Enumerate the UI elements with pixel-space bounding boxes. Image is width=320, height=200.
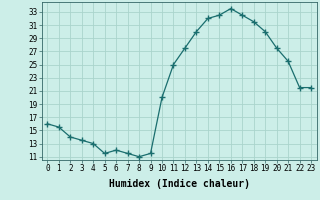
X-axis label: Humidex (Indice chaleur): Humidex (Indice chaleur) [109, 179, 250, 189]
